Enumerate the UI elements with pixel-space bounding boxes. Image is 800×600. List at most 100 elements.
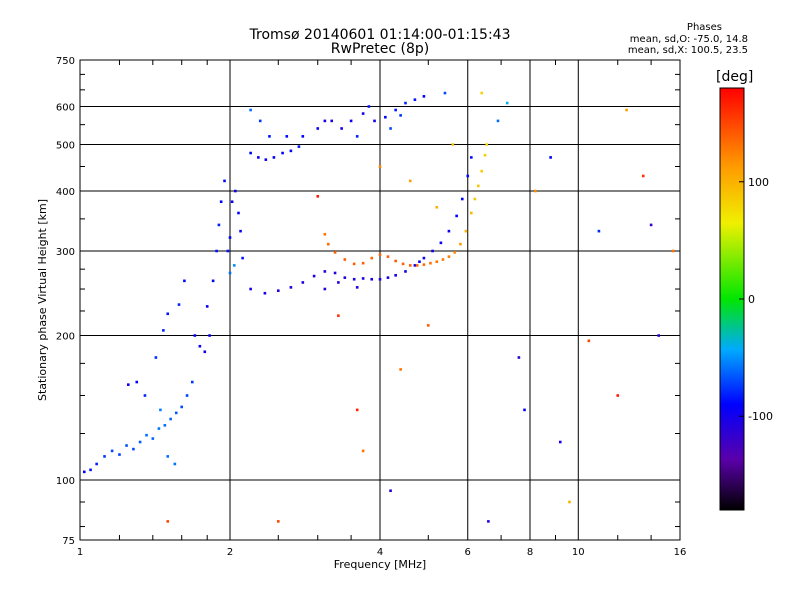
- data-point: [470, 211, 473, 215]
- data-point: [408, 179, 412, 183]
- data-point: [349, 119, 353, 123]
- data-point: [258, 119, 262, 123]
- chart-subtitle: RwPretec (8p): [330, 41, 430, 57]
- data-point: [415, 264, 419, 267]
- data-point: [447, 255, 451, 258]
- data-point: [323, 287, 327, 291]
- data-point: [355, 286, 359, 289]
- data-point: [343, 276, 347, 279]
- data-point: [263, 291, 267, 295]
- data-point: [367, 105, 371, 108]
- data-point: [370, 256, 374, 260]
- data-point: [587, 339, 591, 343]
- data-point: [361, 277, 365, 280]
- colorbar-tick-label: 100: [748, 176, 769, 189]
- data-point: [558, 440, 562, 444]
- data-point: [649, 223, 653, 227]
- x-tick-label: 4: [377, 547, 383, 558]
- data-point: [257, 156, 260, 159]
- data-point: [177, 303, 181, 306]
- x-tick-label: 1: [77, 547, 83, 558]
- data-point: [422, 95, 426, 98]
- data-point: [249, 287, 252, 291]
- data-point: [485, 143, 489, 146]
- data-point: [439, 241, 443, 245]
- chart-title: Tromsø 20140601 01:14:00-01:15:43: [249, 27, 511, 43]
- x-tick-label: 6: [465, 547, 471, 558]
- data-point: [480, 91, 484, 95]
- data-point: [285, 135, 289, 138]
- data-point: [223, 179, 226, 183]
- data-point: [323, 270, 327, 273]
- y-tick-label: 750: [56, 56, 75, 67]
- data-point: [447, 229, 451, 233]
- data-point: [234, 189, 237, 193]
- data-point: [211, 279, 215, 283]
- data-point: [517, 356, 521, 359]
- data-point: [657, 334, 660, 337]
- data-point: [276, 520, 280, 523]
- data-point: [203, 350, 207, 354]
- axis-ticks: 1 2 4 6 8 10 16 75 100 200 300 400 500 600 750: [56, 56, 686, 558]
- x-tick-label: 2: [227, 547, 233, 558]
- data-point: [103, 455, 106, 458]
- data-point: [239, 229, 242, 233]
- data-point: [241, 256, 244, 260]
- data-point: [361, 449, 365, 453]
- data-point: [337, 281, 340, 284]
- data-point: [459, 242, 462, 246]
- data-point: [373, 119, 376, 123]
- data-point: [422, 263, 426, 266]
- data-point: [89, 468, 92, 472]
- data-point: [413, 98, 417, 101]
- x-tick-label: 10: [572, 547, 585, 558]
- data-point: [441, 258, 445, 261]
- data-point: [166, 312, 170, 316]
- data-point: [435, 260, 439, 264]
- data-point: [641, 174, 645, 178]
- data-point: [281, 151, 284, 155]
- data-point: [466, 174, 470, 178]
- data-point: [597, 229, 601, 233]
- y-tick-label: 75: [62, 536, 75, 547]
- data-point: [549, 156, 552, 159]
- data-point: [301, 135, 305, 138]
- data-point: [401, 262, 405, 266]
- data-point: [316, 195, 320, 198]
- data-point: [343, 258, 347, 261]
- data-point: [378, 277, 382, 281]
- data-points: [82, 91, 675, 523]
- data-point: [422, 256, 426, 260]
- data-point: [135, 380, 139, 384]
- data-point: [480, 169, 484, 173]
- data-point: [162, 329, 165, 332]
- data-point: [208, 334, 211, 337]
- data-point: [323, 119, 327, 123]
- colorbar-tick-label: -100: [748, 410, 773, 423]
- data-point: [671, 249, 675, 253]
- data-point: [333, 271, 337, 275]
- stats-x-mode: mean, sd,X: 100.5, 23.5: [627, 45, 748, 56]
- data-point: [228, 271, 232, 275]
- x-tick-label: 8: [527, 547, 533, 558]
- colorbar-unit: [deg]: [716, 69, 754, 85]
- data-point: [183, 279, 186, 283]
- data-point: [166, 455, 170, 458]
- data-point: [316, 127, 320, 130]
- stats-title: Phases: [686, 22, 722, 33]
- data-point: [399, 368, 402, 371]
- data-point: [232, 264, 236, 267]
- data-point: [386, 276, 390, 279]
- data-point: [389, 127, 392, 130]
- data-point: [487, 520, 490, 523]
- data-point: [138, 440, 142, 444]
- data-point: [276, 289, 280, 292]
- data-point: [455, 214, 458, 218]
- data-point: [460, 197, 464, 201]
- data-point: [268, 135, 271, 138]
- data-point: [473, 197, 477, 201]
- data-point: [125, 444, 128, 447]
- data-point: [249, 151, 252, 155]
- data-point: [219, 200, 223, 204]
